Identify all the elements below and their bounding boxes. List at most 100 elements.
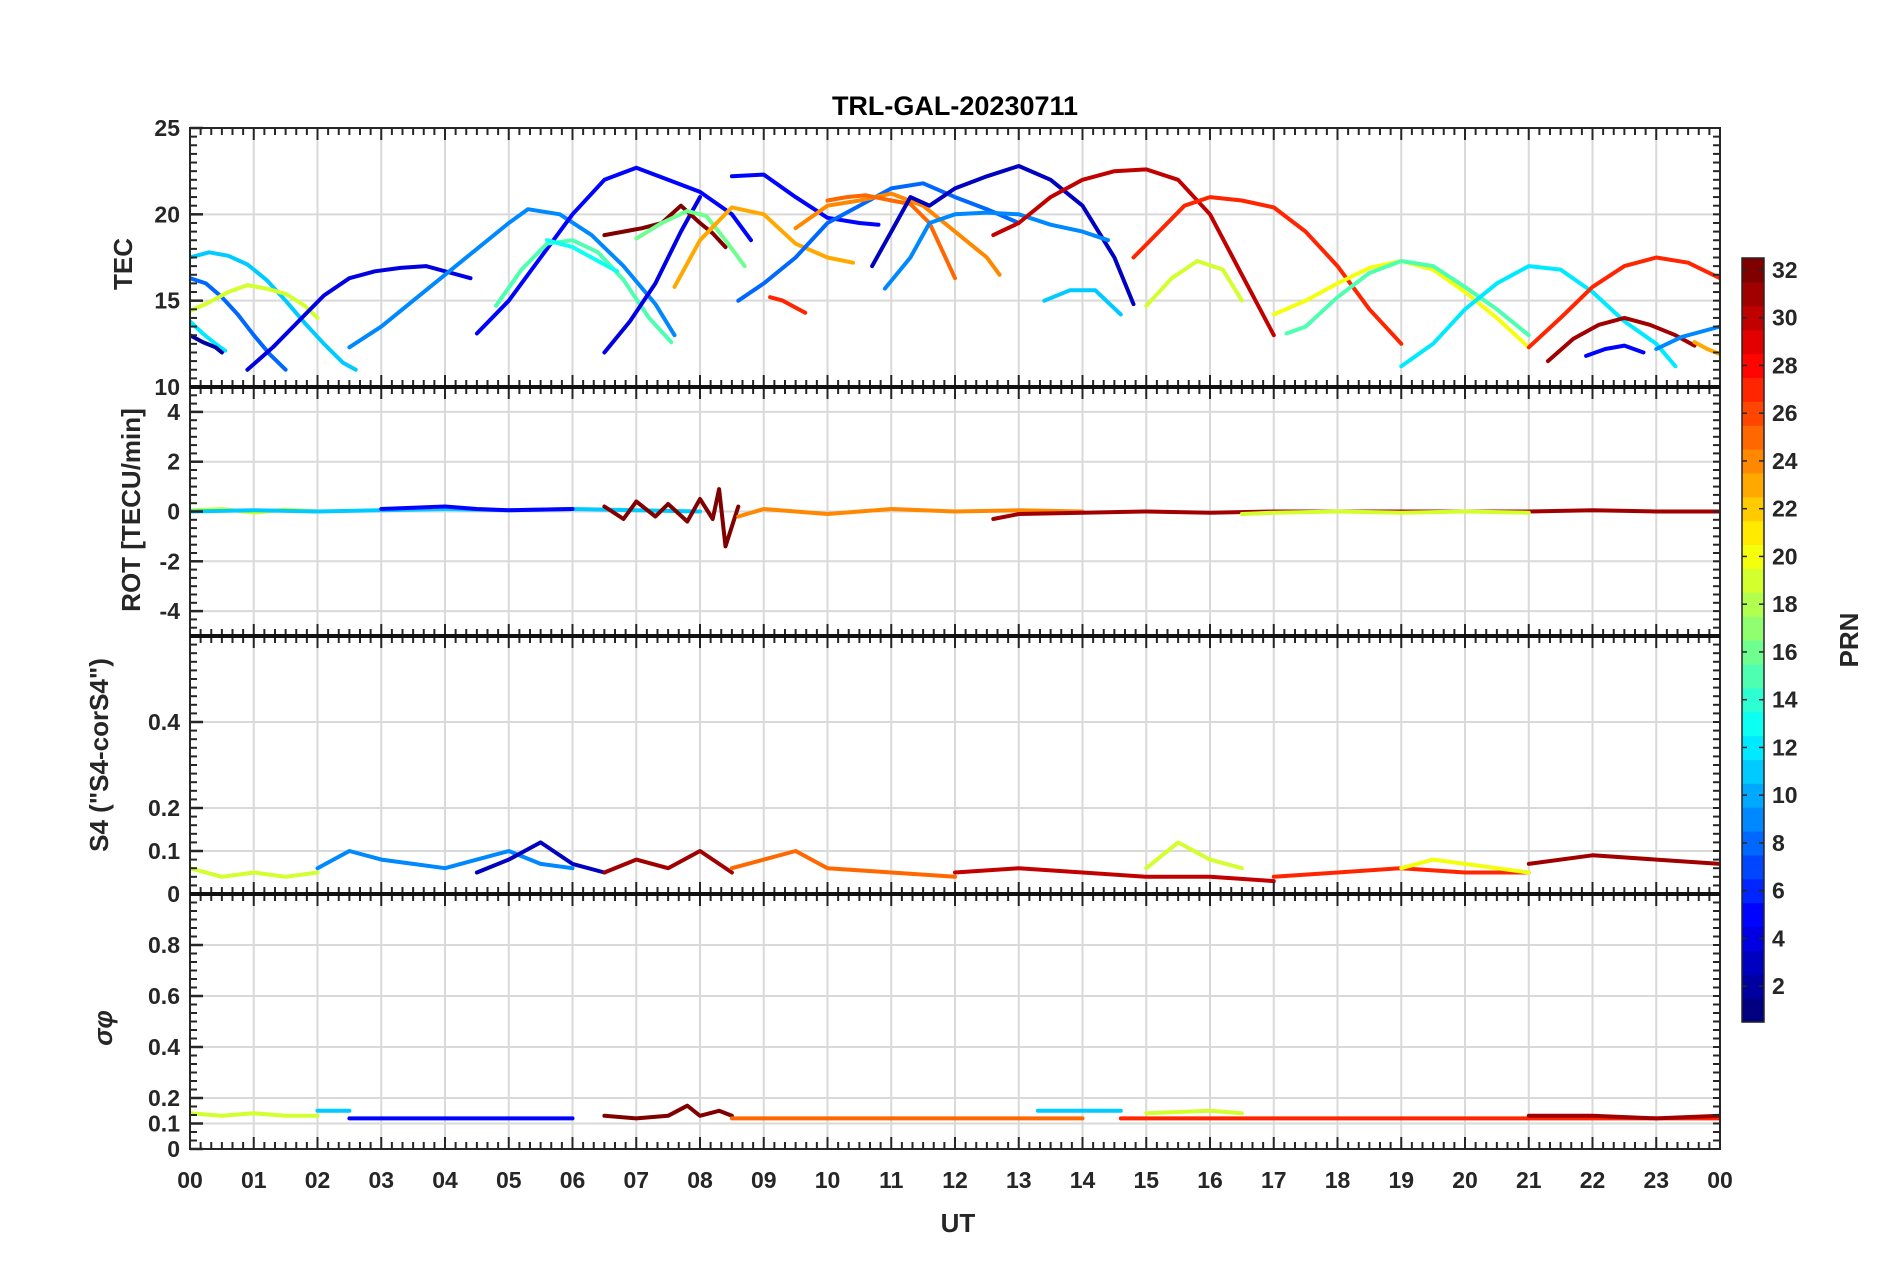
colorbar-segment [1742,831,1764,856]
rot-series-prn-32 [602,487,741,549]
s4-series-prn-19 [1144,840,1244,871]
colorbar-tick-label: 20 [1772,543,1798,569]
colorbar-segment [1742,998,1764,1023]
x-tick-label: 04 [432,1167,458,1193]
rot-y-tick-label: -2 [160,548,180,574]
tec-series-prn-5 [729,172,881,227]
colorbar-segment [1742,472,1764,498]
colorbar-segment [1742,950,1764,975]
sigma-series-prn-19 [1144,1108,1244,1116]
x-tick-label: 12 [942,1167,968,1193]
sigma-y-tick-label: 0.4 [148,1034,180,1060]
rot-series-prn-5 [379,504,575,513]
s4-series-prn-9 [315,849,575,871]
x-tick-label: 14 [1070,1167,1096,1193]
s4-y-tick-label: 0.2 [148,795,180,821]
tec-y-label: TEC [108,238,138,290]
tec-series-prn-27 [1131,195,1404,346]
x-tick-label: 20 [1452,1167,1478,1193]
colorbar-segment [1742,281,1764,307]
panel-s4: 0 0.1 0.2 0.4 [148,635,1721,907]
colorbar-tick-label: 14 [1772,687,1798,713]
colorbar-segment [1742,902,1764,928]
colorbar-tick-label: 18 [1772,591,1798,617]
tec-series-prn-16 [634,208,747,269]
x-tick-label: 11 [879,1167,904,1193]
tec-series-prn-31 [1545,315,1697,364]
x-tick-label: 21 [1516,1167,1542,1193]
x-tick-label: 09 [751,1167,777,1193]
tec-series-prn-4 [245,264,473,372]
sigma-y-tick-label: 0.6 [148,983,180,1009]
colorbar-segment [1742,711,1764,737]
colorbar-frame [1741,257,1765,1023]
panel-tec: 10 15 20 25 [154,115,1721,400]
colorbar-tick-label: 2 [1772,973,1785,999]
s4-series-prn-30 [953,866,1276,884]
sigma-series-prn-19 [190,1111,320,1118]
x-tick-label: 06 [560,1167,586,1193]
x-tick-label: 02 [305,1167,331,1193]
x-tick-label: 22 [1580,1167,1606,1193]
colorbar-tick-label: 26 [1772,400,1798,426]
tec-series-prn-27 [768,295,808,315]
tec-series-prn-2 [190,333,224,355]
x-tick-label: 07 [623,1167,649,1193]
tec-series-prn-5 [474,165,753,336]
colorbar-segment [1742,974,1764,999]
s4-series-prn-31 [1526,853,1720,866]
colorbar-tick-label: 6 [1772,878,1785,904]
tec-series-prn-19 [190,283,320,320]
s4-series [190,840,1720,884]
s4-y-tick-label: 0 [167,881,180,907]
chart-title: TRL-GAL-20230711 [832,91,1078,121]
s4-series-prn-3 [474,840,607,875]
colorbar-segment [1742,377,1764,402]
x-tick-label: 03 [368,1167,394,1193]
colorbar-tick-label: 8 [1772,830,1785,856]
tec-series-prn-9 [1654,324,1720,351]
tec-series-prn-11 [1042,288,1123,317]
tec-series-prn-3 [870,164,1136,307]
sigma-y-tick-label: 0.1 [148,1111,180,1137]
colorbar-segment [1742,592,1764,617]
x-tick-label: 01 [241,1167,267,1193]
colorbar-segment [1742,783,1764,808]
rot-y-tick-label: 2 [167,449,180,475]
tec-series-prn-27 [1526,255,1720,350]
colorbar-tick-label: 10 [1772,782,1798,808]
colorbar-segment [1742,687,1764,713]
x-tick-label: 16 [1197,1167,1223,1193]
tec-series-prn-13 [545,238,620,274]
rot-series-prn-11 [190,507,702,514]
tec-series-prn-9 [347,207,677,350]
colorbar-label: PRN [1834,613,1864,668]
tec-y-tick-label: 10 [154,374,180,400]
colorbar-segment [1742,401,1764,426]
colorbar-segment [1742,616,1764,641]
colorbar-tick-label: 32 [1772,257,1798,283]
s4-series-prn-31 [602,849,734,875]
rot-y-tick-label: 0 [167,499,180,525]
colorbar-segment [1742,258,1764,283]
rot-y-tick-label: 4 [167,399,180,425]
colorbar-segment [1742,544,1764,569]
tec-series-prn-8 [190,276,288,372]
tec-series-prn-15 [1284,259,1531,338]
colorbar-segment [1742,735,1764,760]
tec-series-prn-9 [882,210,1110,291]
tec-y-tick-label: 25 [154,115,180,141]
sigma-series [190,1103,1720,1121]
colorbar-segment [1742,329,1764,355]
rot-series-prn-19 [1239,509,1531,516]
sigma-y-tick-label: 0 [167,1136,180,1162]
colorbar-segment [1742,496,1764,522]
x-tick-label: 05 [496,1167,522,1193]
colorbar-segment [1742,807,1764,832]
x-tick-label: 19 [1388,1167,1414,1193]
s4-series-prn-20 [1399,857,1531,875]
x-tick-label: 00 [177,1167,203,1193]
colorbar-segment [1742,854,1764,880]
colorbar-segment [1742,640,1764,665]
